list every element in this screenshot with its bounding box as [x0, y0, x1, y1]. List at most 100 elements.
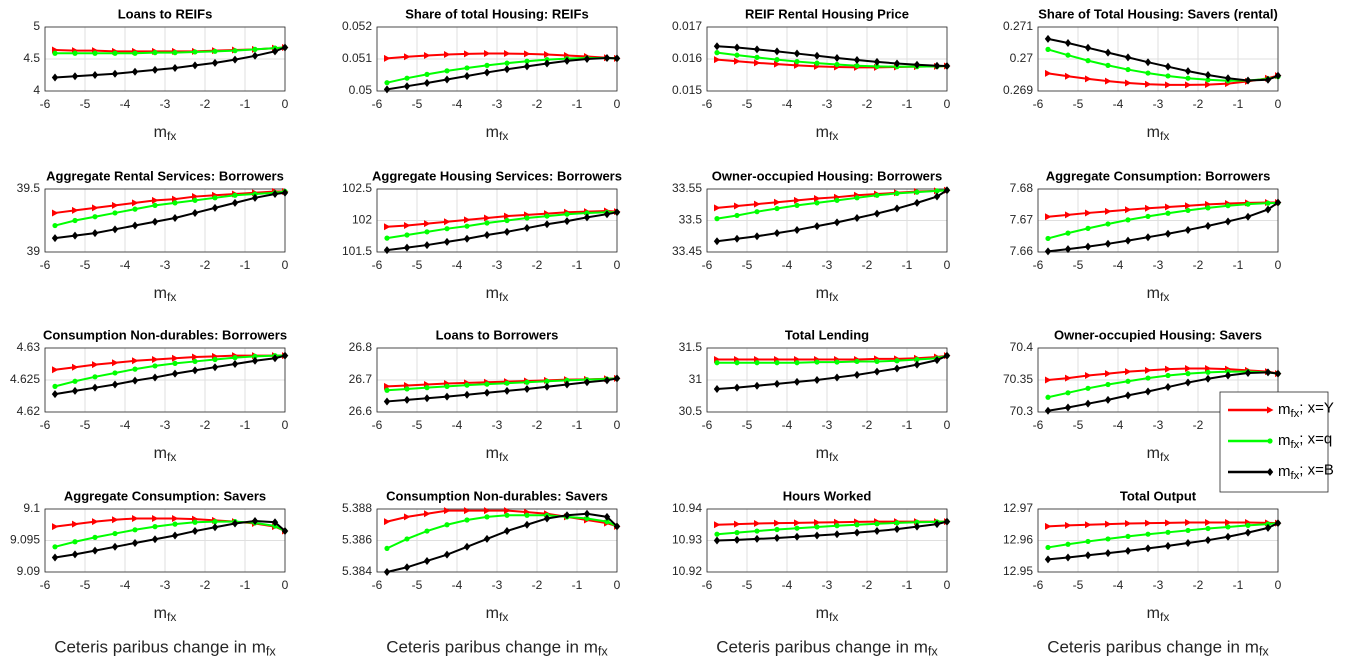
- marker: [1185, 527, 1191, 534]
- marker: [814, 359, 820, 365]
- marker: [1085, 209, 1092, 217]
- y-tick-label: 0.271: [1003, 19, 1033, 33]
- x-tick-label: -4: [782, 258, 793, 272]
- y-tick-label: 9.09: [17, 564, 41, 578]
- marker: [753, 381, 761, 390]
- x-tick-label: -4: [452, 258, 463, 272]
- x-tick-label: -4: [120, 418, 131, 432]
- marker: [1104, 48, 1112, 57]
- marker: [583, 213, 591, 222]
- marker: [251, 193, 259, 202]
- marker: [1105, 536, 1111, 542]
- marker: [403, 82, 411, 91]
- marker: [1224, 217, 1232, 226]
- marker: [271, 190, 279, 199]
- y-tick-label: 0.269: [1003, 83, 1033, 97]
- x-tick-label: -6: [40, 418, 51, 432]
- y-tick-label: 26.6: [349, 404, 373, 418]
- marker: [463, 542, 471, 551]
- y-tick-label: 4.5: [23, 51, 40, 65]
- marker: [754, 519, 761, 527]
- marker: [152, 50, 158, 56]
- marker: [484, 214, 491, 222]
- x-tick-label: -5: [1073, 258, 1084, 272]
- y-tick-label: 0.052: [342, 19, 372, 33]
- marker: [893, 525, 901, 534]
- x-tick-label: 0: [944, 578, 951, 592]
- marker: [444, 226, 450, 232]
- marker: [714, 56, 721, 64]
- x-tick-label: 0: [944, 97, 951, 111]
- chart-title: Owner-occupied Housing: Borrowers: [712, 168, 942, 183]
- marker: [1125, 79, 1132, 87]
- marker: [1044, 555, 1052, 564]
- x-tick-label: 0: [282, 578, 289, 592]
- marker: [383, 397, 391, 406]
- x-tick-label: -6: [40, 578, 51, 592]
- marker: [1267, 438, 1273, 444]
- marker: [464, 223, 470, 229]
- column-label: Ceteris paribus change in mfx: [716, 637, 938, 658]
- marker: [854, 522, 860, 528]
- marker: [1245, 522, 1251, 528]
- marker: [913, 360, 921, 369]
- column-label: Ceteris paribus change in mfx: [386, 637, 608, 658]
- marker: [1274, 71, 1282, 80]
- x-tick-label: -1: [902, 97, 913, 111]
- x-tick-label: -2: [1193, 258, 1204, 272]
- marker: [112, 370, 118, 376]
- marker: [774, 526, 780, 533]
- marker: [1244, 76, 1252, 85]
- x-tick-label: -5: [1073, 418, 1084, 432]
- marker: [483, 534, 491, 543]
- x-tick-label: 0: [944, 258, 951, 272]
- marker: [404, 232, 410, 238]
- marker: [603, 210, 611, 219]
- y-tick-label: 102.5: [342, 181, 372, 195]
- marker: [251, 356, 259, 365]
- column-label: Ceteris paribus change in mfx: [1047, 637, 1269, 658]
- marker: [933, 356, 941, 365]
- marker: [1045, 213, 1052, 221]
- marker: [753, 45, 761, 54]
- marker: [483, 68, 491, 77]
- marker: [714, 521, 721, 529]
- chart-title: Aggregate Consumption: Savers: [64, 488, 266, 503]
- x-tick-label: -4: [782, 97, 793, 111]
- marker: [271, 47, 279, 56]
- x-tick-label: -4: [1113, 97, 1124, 111]
- x-axis-label: mfx: [816, 124, 839, 143]
- marker: [854, 63, 860, 69]
- x-tick-label: 0: [944, 418, 951, 432]
- marker: [563, 217, 571, 226]
- marker: [1144, 544, 1152, 553]
- axes-box: [376, 508, 618, 573]
- marker: [833, 530, 841, 539]
- marker: [813, 222, 821, 231]
- marker: [252, 353, 258, 359]
- marker: [1104, 239, 1112, 248]
- marker: [1145, 366, 1152, 374]
- marker: [443, 237, 451, 246]
- marker: [523, 224, 531, 233]
- marker: [613, 208, 621, 217]
- marker: [774, 205, 780, 212]
- marker: [1225, 524, 1231, 530]
- axes-box: [706, 188, 948, 253]
- marker: [1244, 528, 1252, 537]
- marker: [504, 507, 511, 515]
- marker: [1065, 541, 1071, 547]
- marker: [51, 73, 59, 82]
- y-tick-label: 31.5: [679, 340, 703, 354]
- marker: [424, 51, 431, 59]
- marker: [873, 527, 881, 536]
- x-tick-label: -2: [862, 418, 873, 432]
- marker: [424, 220, 431, 228]
- marker: [1266, 468, 1274, 476]
- marker: [72, 206, 79, 214]
- x-tick-label: -5: [1073, 97, 1084, 111]
- axes-box: [706, 508, 948, 573]
- marker: [1165, 519, 1172, 527]
- marker: [1204, 71, 1212, 79]
- marker: [564, 377, 570, 383]
